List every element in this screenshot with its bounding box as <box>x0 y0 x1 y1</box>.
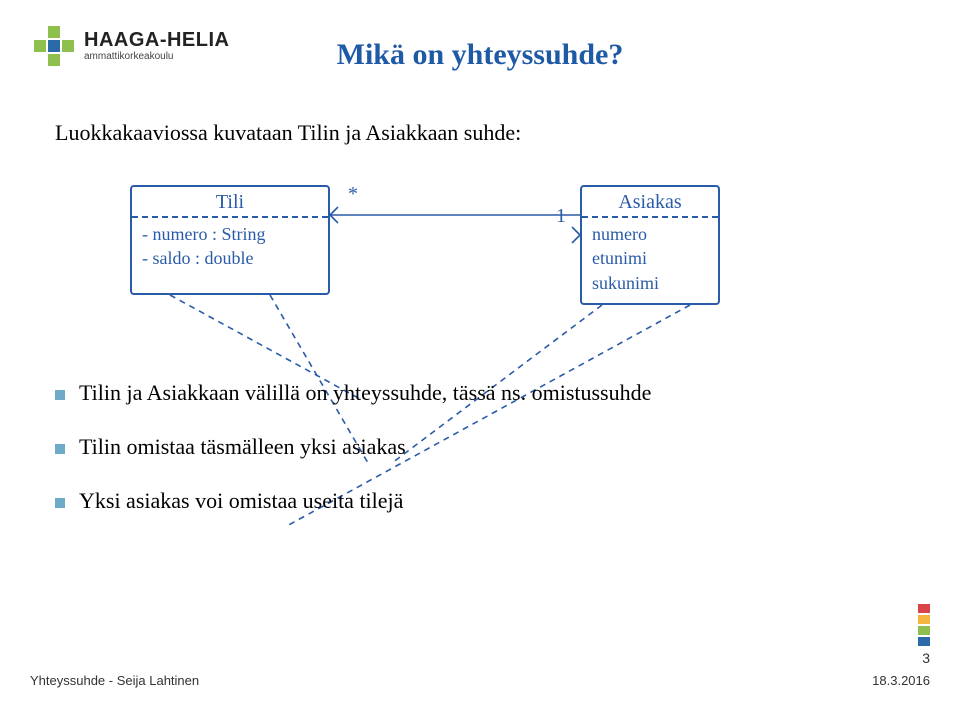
bullet-item: Tilin ja Asiakkaan välillä on yhteyssuhd… <box>55 380 651 406</box>
page-number: 3 <box>918 650 930 666</box>
bullet-text: Tilin omistaa täsmälleen yksi asiakas <box>79 434 406 460</box>
multiplicity-right: 1 <box>556 205 566 228</box>
bullet-text: Yksi asiakas voi omistaa useita tilejä <box>79 488 403 514</box>
bullet-list: Tilin ja Asiakkaan välillä on yhteyssuhd… <box>55 380 651 542</box>
bullet-text: Tilin ja Asiakkaan välillä on yhteyssuhd… <box>79 380 651 406</box>
uml-class-tili: Tili - numero : String- saldo : double <box>130 185 330 295</box>
uml-attr: - saldo : double <box>142 246 318 270</box>
multiplicity-left: * <box>348 183 358 206</box>
bullet-item: Tilin omistaa täsmälleen yksi asiakas <box>55 434 651 460</box>
slide: HAAGA-HELIA ammattikorkeakoulu Mikä on y… <box>0 0 960 706</box>
uml-class-name: Asiakas <box>582 187 718 216</box>
page-corner: 3 <box>918 604 930 666</box>
uml-attr: - numero : String <box>142 222 318 246</box>
uml-class-asiakas: Asiakas numeroetunimisukunimi <box>580 185 720 305</box>
bullet-square-icon <box>55 390 65 400</box>
uml-attr: numero <box>592 222 708 246</box>
uml-diagram: Tili - numero : String- saldo : double A… <box>90 175 850 345</box>
footer-right: 18.3.2016 <box>872 673 930 688</box>
corner-block <box>918 604 930 613</box>
uml-class-attrs: numeroetunimisukunimi <box>582 216 718 301</box>
corner-block <box>918 637 930 646</box>
uml-attr: sukunimi <box>592 271 708 295</box>
footer: Yhteyssuhde - Seija Lahtinen 18.3.2016 <box>30 673 930 688</box>
page-title: Mikä on yhteyssuhde? <box>0 38 960 72</box>
corner-block <box>918 626 930 635</box>
corner-block <box>918 615 930 624</box>
uml-class-name: Tili <box>132 187 328 216</box>
uml-attr: etunimi <box>592 246 708 270</box>
bullet-square-icon <box>55 498 65 508</box>
corner-blocks-icon <box>918 604 930 646</box>
bullet-square-icon <box>55 444 65 454</box>
logo-sq <box>48 26 60 38</box>
uml-class-attrs: - numero : String- saldo : double <box>132 216 328 277</box>
footer-left: Yhteyssuhde - Seija Lahtinen <box>30 673 199 688</box>
bullet-item: Yksi asiakas voi omistaa useita tilejä <box>55 488 651 514</box>
intro-text: Luokkakaaviossa kuvataan Tilin ja Asiakk… <box>55 120 521 146</box>
